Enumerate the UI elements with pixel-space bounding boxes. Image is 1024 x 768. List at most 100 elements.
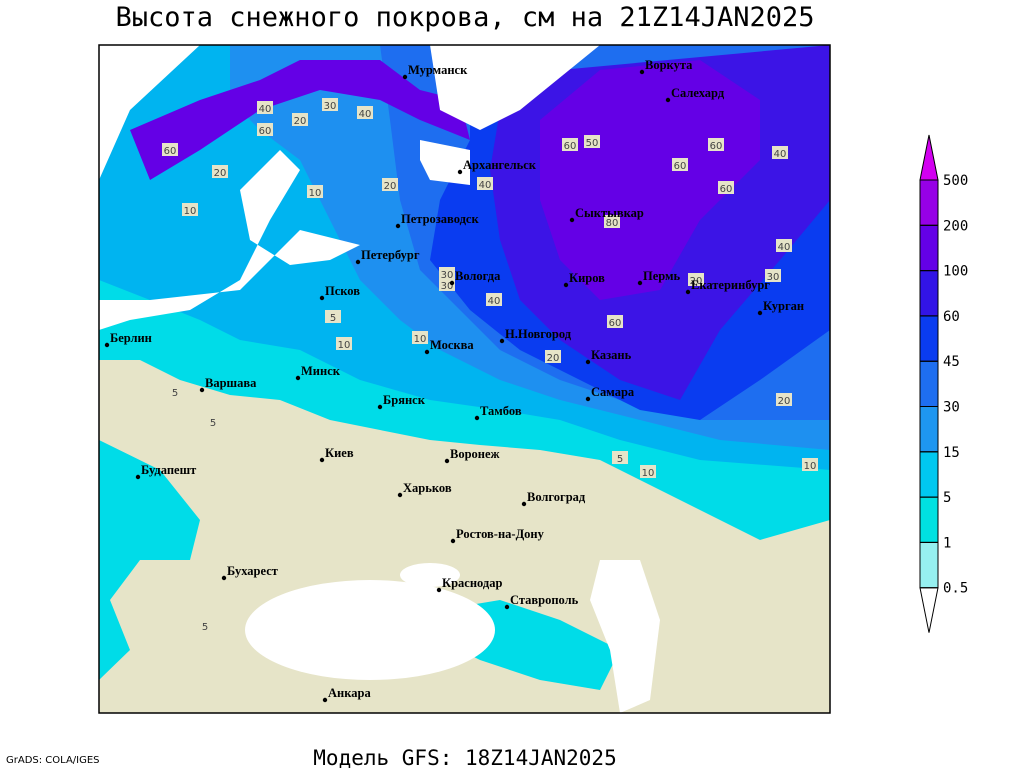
city-label: Харьков	[403, 481, 452, 495]
contour-label: 50	[586, 138, 599, 149]
contour-label: 20	[214, 168, 227, 179]
map: 60 40 30 60 20 10 40 20 60 10 20 50 40 80 60 60 40 60 30 40…	[99, 45, 830, 713]
city-label: Сыктывкар	[575, 206, 644, 220]
contour-label-box	[336, 337, 352, 350]
colorbar-label: 500	[943, 173, 968, 189]
colorbar-band	[919, 451, 939, 498]
city-label: Ставрополь	[510, 593, 579, 607]
contour-label-box	[604, 215, 620, 228]
city-label: Анкара	[328, 686, 371, 700]
colorbar-band	[919, 224, 939, 272]
contour-label: 40	[488, 296, 501, 307]
city-dot	[504, 604, 510, 610]
contour-label-box	[322, 98, 338, 111]
contour-label: 10	[642, 468, 655, 479]
contour-label: 80	[606, 218, 619, 229]
city-label: Берлин	[110, 331, 152, 345]
contour-label-box	[776, 393, 792, 406]
city-label: Псков	[325, 284, 360, 298]
city-label: Петербург	[361, 248, 420, 262]
contour-label: 40	[774, 149, 787, 160]
contour-label-box	[307, 185, 323, 198]
city-dot	[355, 259, 361, 265]
contour-label: 10	[184, 206, 197, 217]
contour-label-box	[776, 239, 792, 252]
contour-label-box	[640, 465, 656, 478]
city-dot	[135, 474, 141, 480]
city-dot	[377, 404, 383, 410]
contour-label-box	[708, 138, 724, 151]
colorbar-band	[919, 406, 939, 453]
sea	[420, 140, 470, 185]
cities: Мурманск Воркута Салехард Архангельск Сыктыв…	[104, 58, 804, 703]
contour-label-box	[802, 458, 818, 471]
sea	[99, 45, 200, 180]
city-label: Вологда	[455, 269, 501, 283]
contour-label-box	[205, 415, 221, 428]
colorbar-band	[919, 315, 939, 362]
contour-label: 30	[767, 272, 780, 283]
contour-label: 60	[259, 126, 272, 137]
contour-label-box	[162, 143, 178, 156]
contour-label-box	[562, 138, 578, 151]
contour-label-box	[197, 619, 213, 632]
city-label: Екатеринбург	[691, 278, 770, 292]
city-label: Петрозаводск	[401, 212, 479, 226]
city-dot	[436, 587, 442, 593]
model-label: Модель GFS: 18Z14JAN2025	[313, 746, 616, 768]
city-label: Тамбов	[480, 404, 522, 418]
city-dot	[585, 359, 591, 365]
colorbar-end	[919, 587, 939, 633]
contour-label: 20	[547, 353, 560, 364]
city-dot	[521, 501, 527, 507]
contour-label: 10	[338, 340, 351, 351]
city-dot	[450, 538, 456, 544]
colorbar-label: 15	[943, 445, 960, 461]
credit: GrADS: COLA/IGES	[6, 755, 100, 766]
colorbar-label: 45	[943, 354, 960, 370]
city-dot	[685, 289, 691, 295]
city-dot	[585, 396, 591, 402]
contour-label-box	[325, 310, 341, 323]
contour-label: 10	[804, 461, 817, 472]
contour-label-box	[257, 123, 273, 136]
contour-label: 60	[564, 141, 577, 152]
city-dot	[104, 342, 110, 348]
colorbar-band	[919, 360, 939, 408]
contour-label-box	[612, 451, 628, 464]
city-label: Воркута	[645, 58, 693, 72]
contour-label: 20	[294, 116, 307, 127]
city-label: Минск	[301, 364, 341, 378]
contour-label-box	[439, 267, 455, 280]
city-label: Пермь	[643, 269, 681, 283]
contour-label-box	[477, 177, 493, 190]
contour-label-box	[182, 203, 198, 216]
sea	[590, 560, 660, 713]
city-label: Будапешт	[141, 463, 196, 477]
city-label: Киев	[325, 446, 354, 460]
colorbar-end	[919, 134, 939, 181]
city-dot	[295, 375, 301, 381]
city-label: Н.Новгород	[505, 327, 572, 341]
colorbar-label: 60	[943, 309, 960, 325]
contour-label: 60	[720, 184, 733, 195]
colorbar-label: 30	[943, 400, 960, 416]
title: Высота снежного покрова, см на 21Z14JAN2…	[116, 2, 815, 33]
city-label: Казань	[591, 348, 632, 362]
city-label: Мурманск	[408, 63, 468, 77]
contour-label-box	[212, 165, 228, 178]
city-dot	[474, 415, 480, 421]
city-dot	[757, 310, 763, 316]
city-dot	[397, 492, 403, 498]
city-label: Воронеж	[450, 447, 501, 461]
city-label: Варшава	[205, 376, 257, 390]
sea	[245, 580, 495, 680]
contour-label-box	[486, 293, 502, 306]
city-dot	[499, 338, 505, 344]
colorbar-band	[919, 496, 939, 543]
city-label: Краснодар	[442, 576, 502, 590]
contour-label: 5	[330, 313, 336, 324]
contour-label: 40	[259, 104, 272, 115]
city-dot	[424, 349, 430, 355]
